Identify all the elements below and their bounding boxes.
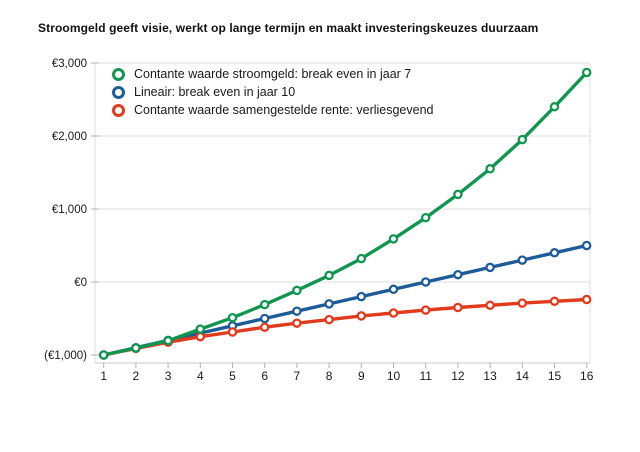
legend-item-samengestelde-rente: Contante waarde samengestelde rente: ver… — [112, 103, 434, 117]
svg-text:9: 9 — [358, 369, 365, 383]
legend-label: Contante waarde samengestelde rente: ver… — [134, 103, 434, 117]
svg-text:3: 3 — [165, 369, 172, 383]
h-gridlines — [95, 62, 590, 283]
x-tick-labels: 1 2 3 4 5 6 7 8 9 10 11 12 13 14 15 16 — [100, 369, 593, 383]
svg-text:5: 5 — [229, 369, 236, 383]
svg-text:12: 12 — [451, 369, 465, 383]
svg-text:15: 15 — [548, 369, 562, 383]
svg-text:2: 2 — [133, 369, 140, 383]
chart-title: Stroomgeld geeft visie, werkt op lange t… — [38, 21, 539, 35]
svg-text:4: 4 — [197, 369, 204, 383]
y-tick-labels: €3,000 €2,000 €1,000 €0 (€1,000) — [44, 58, 87, 362]
legend: Contante waarde stroomgeld: break even i… — [112, 67, 434, 117]
svg-text:7: 7 — [294, 369, 301, 383]
legend-item-lineair: Lineair: break even in jaar 10 — [112, 85, 434, 99]
svg-text:(€1,000): (€1,000) — [44, 350, 87, 362]
series-green-line — [98, 67, 592, 360]
svg-text:8: 8 — [326, 369, 333, 383]
legend-label: Lineair: break even in jaar 10 — [134, 85, 296, 99]
svg-text:1: 1 — [100, 369, 107, 383]
legend-marker-blue-circle-icon — [112, 85, 125, 99]
svg-text:11: 11 — [419, 369, 432, 383]
legend-marker-green-circle-icon — [112, 67, 125, 81]
svg-text:16: 16 — [580, 369, 594, 383]
svg-text:€1,000: €1,000 — [52, 204, 87, 216]
series-red-line — [98, 294, 592, 360]
plot-borders — [94, 63, 591, 364]
svg-text:€0: €0 — [74, 277, 87, 289]
legend-label: Contante waarde stroomgeld: break even i… — [134, 67, 412, 81]
svg-text:€2,000: €2,000 — [52, 131, 87, 143]
svg-text:6: 6 — [261, 369, 268, 383]
legend-item-stroomgeld: Contante waarde stroomgeld: break even i… — [112, 67, 434, 81]
svg-text:13: 13 — [483, 369, 497, 383]
svg-text:10: 10 — [387, 369, 401, 383]
legend-marker-red-circle-icon — [112, 103, 125, 117]
axis-ticks — [91, 62, 588, 368]
svg-text:€3,000: €3,000 — [52, 58, 87, 70]
svg-text:14: 14 — [516, 369, 530, 383]
